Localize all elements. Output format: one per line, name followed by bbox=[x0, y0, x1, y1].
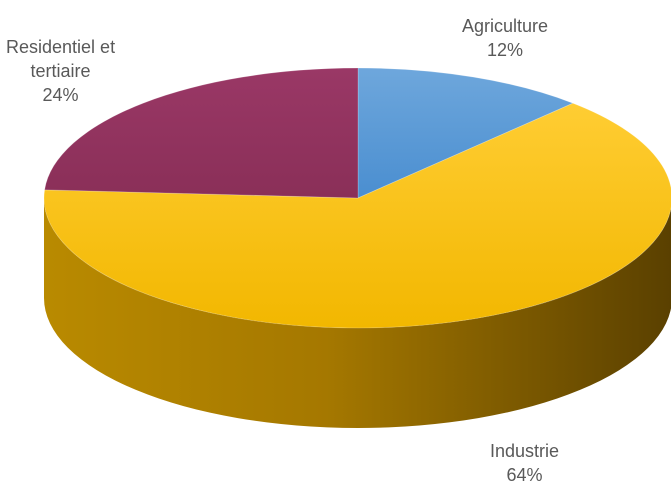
data-label-value: 24% bbox=[42, 85, 79, 105]
data-label-industrie: Industrie 64% bbox=[490, 439, 559, 487]
data-label-name: Industrie bbox=[490, 441, 560, 461]
pie-slice-residentiel-et-tertiaire bbox=[44, 67, 359, 199]
data-label-value: 64% bbox=[506, 465, 543, 485]
data-label-name-line-2: tertiaire bbox=[30, 61, 91, 81]
data-label-residentiel-tertiaire: Residentiel et tertiaire 24% bbox=[6, 35, 115, 107]
pie-slice-industrie bbox=[43, 102, 671, 329]
pie-slice-agriculture bbox=[357, 67, 574, 199]
data-label-name: Agriculture bbox=[462, 16, 549, 36]
pie-side-wall bbox=[44, 198, 671, 428]
data-label-agriculture: Agriculture 12% bbox=[462, 14, 548, 62]
data-label-name-line-1: Residentiel et bbox=[6, 37, 116, 57]
data-label-value: 12% bbox=[487, 40, 524, 60]
